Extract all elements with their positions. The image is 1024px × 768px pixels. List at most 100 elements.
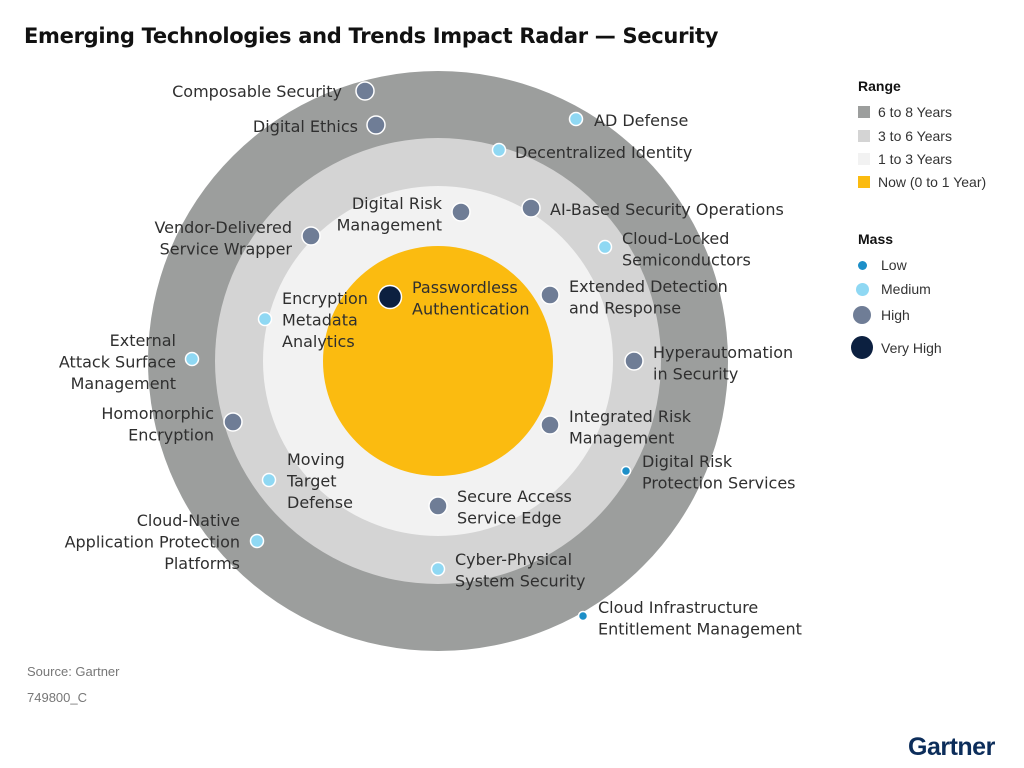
range-legend-item: Now (0 to 1 Year) — [858, 174, 986, 190]
tech-ai-based-security-operations: AI-Based Security Operations — [521, 198, 784, 219]
tech-label-line: Encryption — [128, 426, 214, 445]
range-legend-item: 3 to 6 Years — [858, 128, 952, 144]
mass-legend-item: Very High — [851, 336, 942, 359]
range-legend-label: Now (0 to 1 Year) — [878, 174, 987, 190]
tech-marker-medium — [261, 472, 277, 488]
mass-legend-label: Medium — [881, 281, 931, 297]
tech-marker-high — [521, 198, 541, 218]
tech-homomorphic-encryption: Homomorphic Encryption — [101, 404, 243, 445]
tech-marker-medium — [184, 351, 200, 367]
tech-label: Cloud Infrastructure Entitlement Manageme… — [598, 598, 802, 639]
tech-label-line: Application Protection — [65, 533, 240, 552]
tech-label: Passwordless Authentication — [412, 278, 529, 319]
tech-decentralized-identity: Decentralized Identity — [491, 142, 692, 162]
tech-marker-low — [577, 610, 589, 622]
tech-label-line: Platforms — [164, 554, 240, 573]
tech-label: AI-Based Security Operations — [550, 200, 784, 219]
tech-marker-medium — [597, 239, 613, 255]
tech-marker-high — [428, 496, 448, 516]
tech-label: Moving Target Defense — [286, 450, 353, 512]
mass-legend-label: Low — [881, 257, 907, 273]
tech-marker-high — [540, 415, 560, 435]
tech-label-line: Management — [337, 216, 442, 235]
tech-label: Integrated Risk Management — [569, 407, 692, 448]
tech-marker-high — [223, 412, 243, 432]
tech-label-line: Semiconductors — [622, 251, 751, 270]
tech-digital-risk-protection-services: Digital Risk Protection Services — [620, 452, 796, 493]
tech-label: Cloud-Native Application Protection Platfo… — [65, 511, 240, 573]
tech-composable-security: Composable Security — [172, 81, 375, 101]
tech-label-line: Cyber-Physical — [455, 550, 572, 569]
tech-digital-ethics: Digital Ethics — [253, 115, 386, 136]
tech-label: Secure Access Service Edge — [457, 487, 572, 528]
mass-legend-item: High — [851, 306, 910, 324]
tech-label: Digital Risk Management — [337, 194, 443, 235]
tech-label-line: Extended Detection — [569, 277, 728, 296]
figure-id: 749800_C — [27, 690, 87, 705]
tech-integrated-risk-management: Integrated Risk Management — [540, 407, 692, 448]
tech-cloud-native-application-protection-platforms: Cloud-Native Application Protection Platfo… — [65, 511, 265, 573]
mass-dot-low — [857, 260, 867, 270]
mass-legend-label: High — [881, 307, 910, 323]
mass-dot-medium — [855, 282, 869, 296]
tech-label-line: Encryption — [282, 289, 368, 308]
tech-label-line: Cloud-Native — [137, 511, 240, 530]
tech-label-line: Authentication — [412, 300, 529, 319]
tech-label-line: Defense — [287, 493, 353, 512]
range-legend-item: 1 to 3 Years — [858, 151, 952, 167]
tech-label: Encryption Metadata Analytics — [282, 289, 368, 351]
tech-label-line: Cloud-Locked — [622, 229, 729, 248]
tech-label-line: Management — [569, 429, 674, 448]
tech-cloud-locked-semiconductors: Cloud-Locked Semiconductors — [597, 229, 751, 270]
tech-cyber-physical-system-security: Cyber-Physical System Security — [430, 550, 585, 591]
tech-label-line: Integrated Risk — [569, 407, 692, 426]
page-title: Emerging Technologies and Trends Impact … — [24, 24, 719, 48]
range-swatch — [858, 153, 870, 165]
tech-label-line: Homomorphic — [101, 404, 214, 423]
tech-marker-medium — [257, 311, 273, 327]
tech-label-line: Digital Ethics — [253, 117, 358, 136]
tech-marker-high — [366, 115, 386, 135]
mass-legend-item: Medium — [851, 281, 931, 297]
tech-label: Extended Detection and Response — [569, 277, 728, 318]
mass-legend-label: Very High — [881, 339, 942, 356]
tech-marker-high — [355, 81, 375, 101]
tech-marker-medium — [491, 142, 507, 158]
tech-label-line: Metadata — [282, 311, 358, 330]
tech-label-line: Digital Risk — [352, 194, 443, 213]
tech-label-line: External — [110, 331, 176, 350]
tech-label: Composable Security — [172, 82, 342, 101]
tech-label-line: Decentralized Identity — [515, 143, 692, 162]
tech-label-line: Passwordless — [412, 278, 518, 297]
tech-label-line: Moving — [287, 450, 345, 469]
tech-label: Cyber-Physical System Security — [455, 550, 585, 591]
tech-marker-high — [301, 226, 321, 246]
mass-dot-high — [853, 306, 871, 324]
tech-moving-target-defense: Moving Target Defense — [261, 450, 353, 512]
tech-label-line: Entitlement Management — [598, 620, 802, 639]
tech-marker-low — [620, 465, 632, 477]
tech-label-line: AI-Based Security Operations — [550, 200, 784, 219]
mass-legend-title: Mass — [858, 231, 894, 247]
range-legend-label: 6 to 8 Years — [878, 104, 952, 120]
tech-label: External Attack Surface Management — [59, 331, 176, 393]
tech-hyperautomation-in-security: Hyperautomation in Security — [624, 343, 793, 384]
tech-label-line: Analytics — [282, 332, 355, 351]
tech-cloud-infrastructure-entitlement-management: Cloud Infrastructure Entitlement Manageme… — [577, 598, 802, 639]
tech-label: Cloud-Locked Semiconductors — [622, 229, 751, 270]
mass-dot-very_high — [851, 336, 873, 359]
range-swatch — [858, 130, 870, 142]
tech-label-line: Secure Access — [457, 487, 572, 506]
tech-label: Hyperautomation in Security — [653, 343, 793, 384]
tech-label: Digital Risk Protection Services — [642, 452, 796, 493]
technology-markers: Composable Security Digital Ethics AD Defe… — [59, 81, 802, 639]
tech-marker-very_high — [377, 284, 403, 310]
tech-label: AD Defense — [594, 111, 688, 130]
tech-label-line: Composable Security — [172, 82, 342, 101]
tech-ad-defense: AD Defense — [568, 111, 688, 130]
tech-label-line: Protection Services — [642, 474, 796, 493]
tech-marker-medium — [568, 111, 584, 127]
tech-external-attack-surface-management: External Attack Surface Management — [59, 331, 200, 393]
tech-extended-detection-and-response: Extended Detection and Response — [540, 277, 728, 318]
